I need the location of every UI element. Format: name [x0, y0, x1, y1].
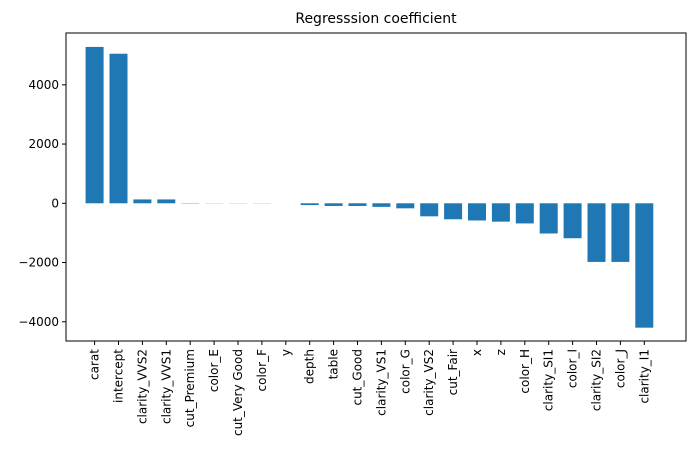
bar-table: [324, 203, 343, 206]
y-axis: −4000 −2000 0 2000 4000: [18, 78, 66, 329]
bar-clarity_VS1: [372, 203, 391, 207]
bar-color_H: [515, 203, 534, 224]
y-tick-label: 0: [51, 196, 59, 210]
x-tick-label: table: [327, 349, 341, 379]
bars-group: [85, 46, 654, 328]
x-tick-label: color_J: [613, 349, 627, 388]
x-tick-label: clarity_VS2: [422, 349, 436, 416]
bar-x: [468, 203, 486, 221]
bar-cut_Fair: [444, 203, 463, 220]
x-tick-label: clarity_I1: [637, 349, 651, 404]
bar-color_J: [611, 203, 630, 262]
x-tick-label: color_H: [518, 349, 532, 394]
x-tick-label: x: [470, 349, 484, 356]
bar-clarity_SI1: [539, 203, 558, 234]
x-tick-label: color_E: [207, 349, 221, 392]
bar-clarity_SI2: [587, 203, 606, 262]
bar-color_G: [396, 203, 415, 209]
x-tick-label: y: [279, 349, 293, 356]
bar-depth: [300, 203, 319, 206]
bar-clarity_VVS1: [157, 199, 176, 204]
bar-cut_Good: [348, 203, 367, 206]
x-tick-label: cut_Very Good: [231, 349, 245, 436]
x-tick-label: carat: [88, 349, 102, 380]
bar-z: [491, 203, 510, 222]
bar-carat: [85, 46, 104, 204]
y-tick-label: −4000: [18, 315, 59, 329]
chart-title: Regresssion coefficient: [295, 11, 457, 27]
bar-intercept: [109, 53, 128, 204]
x-tick-label: cut_Good: [351, 349, 365, 406]
y-tick-label: −2000: [18, 256, 59, 270]
x-tick-label: depth: [303, 349, 317, 384]
x-tick-label: cut_Fair: [446, 349, 460, 395]
x-tick-label: clarity_VVS2: [135, 349, 149, 424]
x-tick-label: cut_Premium: [183, 349, 197, 427]
bar-clarity_VVS2: [133, 199, 152, 204]
plot-frame: [65, 32, 687, 342]
x-tick-label: color_F: [255, 349, 269, 392]
x-tick-label: clarity_SI1: [542, 349, 556, 411]
x-tick-label: clarity_SI2: [590, 349, 604, 411]
y-tick-label: 2000: [28, 137, 59, 151]
y-tick-label: 4000: [28, 78, 59, 92]
x-axis: carat intercept clarity_VVS2 clarity_VVS1 cu…: [88, 341, 651, 436]
x-tick-label: clarity_VVS1: [159, 349, 173, 424]
x-tick-label: z: [494, 349, 508, 355]
bar-color_I: [563, 203, 582, 239]
x-tick-label: color_I: [566, 349, 580, 388]
bar-clarity_I1: [635, 203, 654, 328]
x-tick-label: color_G: [398, 349, 412, 394]
x-tick-label: intercept: [112, 349, 126, 403]
x-tick-label: clarity_VS1: [374, 349, 388, 416]
bar-clarity_VS2: [420, 203, 439, 217]
